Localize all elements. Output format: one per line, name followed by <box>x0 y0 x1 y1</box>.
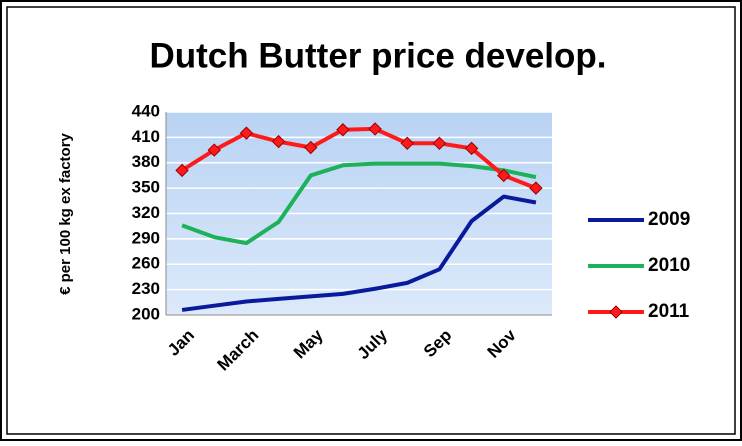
y-tick-label: 230 <box>132 279 160 298</box>
series-line <box>181 126 537 190</box>
legend-label: 2011 <box>648 301 690 322</box>
y-tick-label: 290 <box>132 228 160 247</box>
marker <box>400 136 414 151</box>
marker <box>529 181 543 195</box>
chart-title: Dutch Butter price develop. <box>149 36 606 75</box>
y-tick-label: 320 <box>132 203 160 222</box>
y-tick-label: 350 <box>132 178 160 197</box>
marker <box>368 122 382 136</box>
y-axis-label: € per 100 kg ex factory <box>57 132 74 294</box>
legend-label: 2009 <box>648 209 690 230</box>
marker <box>497 168 511 183</box>
marker <box>336 123 350 137</box>
y-tick-label: 410 <box>132 127 160 146</box>
marker <box>271 134 286 149</box>
y-tick-label: 380 <box>132 152 160 171</box>
legend-label: 2010 <box>648 255 690 276</box>
marker <box>207 143 221 157</box>
marker <box>432 136 447 151</box>
legend-marker <box>609 305 623 319</box>
marker <box>239 126 254 140</box>
marker <box>304 140 318 155</box>
y-tick-label: 200 <box>132 304 160 323</box>
marker <box>175 163 189 178</box>
y-tick-label: 440 <box>132 101 160 120</box>
y-tick-label: 260 <box>132 254 160 273</box>
series-line <box>181 194 537 312</box>
marker <box>464 141 479 156</box>
series-line <box>181 161 537 246</box>
